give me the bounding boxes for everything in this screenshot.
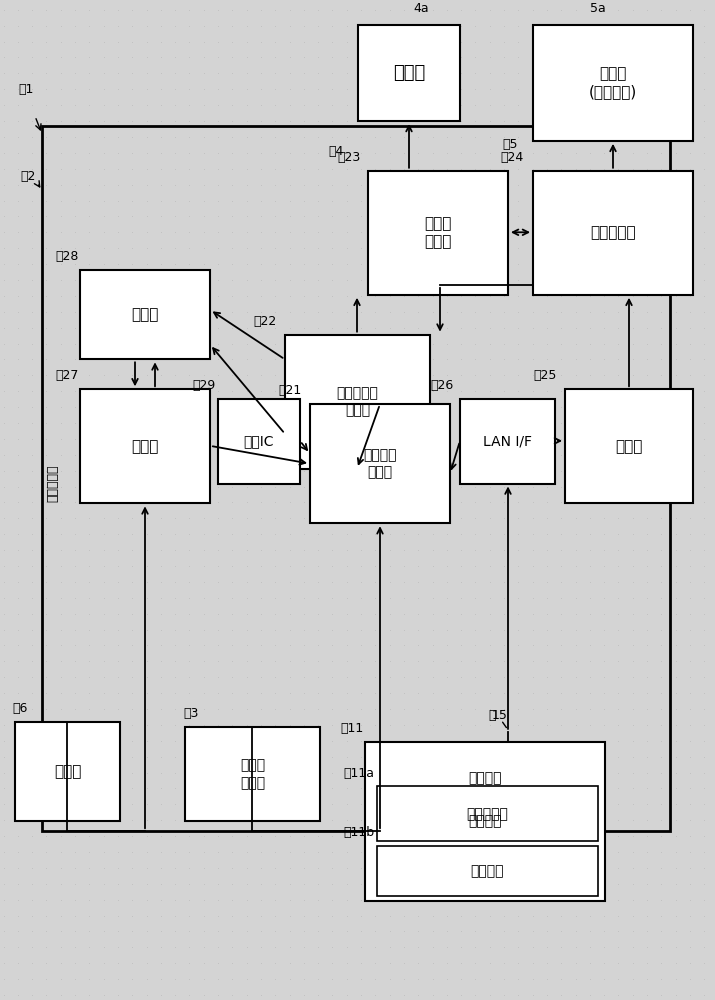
FancyBboxPatch shape xyxy=(185,727,320,821)
FancyBboxPatch shape xyxy=(285,335,430,469)
FancyBboxPatch shape xyxy=(310,404,450,523)
Text: 投光器
控制器: 投光器 控制器 xyxy=(424,216,452,250)
Text: 时钟IC: 时钟IC xyxy=(244,434,275,448)
FancyBboxPatch shape xyxy=(368,171,508,295)
Text: 环境光
检测部: 环境光 检测部 xyxy=(240,758,265,790)
Text: 操作模式
确定部: 操作模式 确定部 xyxy=(363,448,397,479)
Text: ～26: ～26 xyxy=(430,379,453,392)
FancyBboxPatch shape xyxy=(80,389,210,503)
Text: 设置部: 设置部 xyxy=(132,439,159,454)
FancyBboxPatch shape xyxy=(218,399,300,484)
Text: ～5: ～5 xyxy=(502,138,518,151)
FancyBboxPatch shape xyxy=(15,722,120,821)
Text: 主控制电路: 主控制电路 xyxy=(46,465,59,502)
Text: 导航设备: 导航设备 xyxy=(468,814,502,828)
FancyBboxPatch shape xyxy=(533,25,693,141)
Text: 导航设备: 导航设备 xyxy=(468,772,502,786)
Text: ～11: ～11 xyxy=(340,722,363,735)
Text: ～21: ～21 xyxy=(278,384,301,397)
Text: ～: ～ xyxy=(488,709,495,722)
Text: 位置检测部: 位置检测部 xyxy=(467,807,508,821)
Text: ～3: ～3 xyxy=(183,707,198,720)
FancyBboxPatch shape xyxy=(377,846,598,896)
Text: 投光器: 投光器 xyxy=(393,64,425,82)
Text: ～1: ～1 xyxy=(18,83,34,96)
Text: ～2: ～2 xyxy=(20,170,35,183)
Text: ～11a: ～11a xyxy=(343,767,374,780)
Text: 5a: 5a xyxy=(590,2,606,15)
Text: ～11b: ～11b xyxy=(343,826,374,839)
Text: ～27: ～27 xyxy=(55,369,79,382)
Text: ～25: ～25 xyxy=(533,369,556,382)
Text: 操纵部: 操纵部 xyxy=(54,764,82,779)
Text: ～28: ～28 xyxy=(55,250,79,263)
Text: 捕获部
(摄像装置): 捕获部 (摄像装置) xyxy=(589,66,637,100)
Text: 15: 15 xyxy=(492,709,508,722)
Text: LAN I/F: LAN I/F xyxy=(483,434,532,448)
Text: ～4: ～4 xyxy=(328,145,343,158)
FancyBboxPatch shape xyxy=(80,270,210,359)
FancyBboxPatch shape xyxy=(533,171,693,295)
Text: 地图数据: 地图数据 xyxy=(470,864,504,878)
FancyBboxPatch shape xyxy=(365,742,605,901)
FancyBboxPatch shape xyxy=(377,786,598,841)
FancyBboxPatch shape xyxy=(358,25,460,121)
Text: ～23: ～23 xyxy=(337,151,360,164)
Text: ～6: ～6 xyxy=(12,702,27,715)
Text: 4a: 4a xyxy=(413,2,428,15)
Text: 识别部: 识别部 xyxy=(616,439,643,454)
Text: ～24: ～24 xyxy=(500,151,523,164)
Text: 光发射模式
设置部: 光发射模式 设置部 xyxy=(337,386,378,417)
Text: ～29: ～29 xyxy=(192,379,215,392)
Text: ～22: ～22 xyxy=(253,315,276,328)
FancyBboxPatch shape xyxy=(460,399,555,484)
Text: 捕获控制器: 捕获控制器 xyxy=(590,225,636,240)
FancyBboxPatch shape xyxy=(565,389,693,503)
Text: 存储部: 存储部 xyxy=(132,307,159,322)
